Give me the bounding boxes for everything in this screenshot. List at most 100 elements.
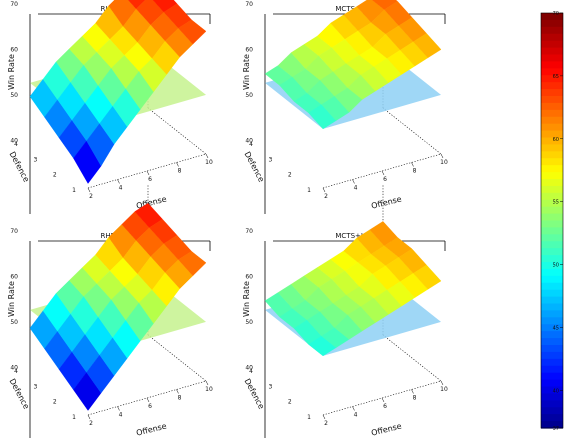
- colorbar-segment: [541, 130, 563, 139]
- colorbar-segment: [541, 185, 563, 194]
- z-axis-label: Win Rate: [242, 281, 251, 317]
- y-tick-label: 1: [72, 414, 76, 421]
- x-tick-label: 2: [89, 193, 93, 200]
- colorbar-segment: [541, 61, 563, 69]
- colorbar-segment: [541, 158, 563, 166]
- x-axis-label: Offense: [370, 421, 402, 437]
- z-tick-label: 60: [245, 46, 253, 53]
- z-tick-label: 50: [245, 319, 253, 326]
- x-tick-label: 10: [205, 386, 213, 393]
- y-tick-label: 2: [53, 399, 57, 406]
- z-tick-label: 40: [10, 137, 18, 144]
- colorbar-segment: [541, 310, 563, 318]
- colorbar-segment: [541, 192, 563, 201]
- x-tick-mark: [87, 414, 91, 420]
- y-tick-label: 3: [34, 383, 38, 390]
- x-tick-mark: [322, 414, 326, 420]
- z-tick-label: 40: [245, 137, 253, 144]
- y-axis-label: Defence: [242, 150, 266, 184]
- colorbar-segment: [541, 40, 563, 49]
- colorbar-tick-label: 37: [553, 426, 559, 432]
- z-tick-label: 70: [10, 1, 18, 8]
- z-tick-label: 60: [245, 273, 253, 280]
- y-tick-label: 4: [14, 141, 18, 148]
- colorbar-segment: [541, 358, 563, 367]
- x-tick-label: 6: [148, 403, 152, 410]
- x-tick-mark: [176, 389, 179, 394]
- y-axis-label: Defence: [7, 377, 31, 411]
- panel-mcts-h0: MCTS+H0 2 4 6 8 10 Offense 1 2 3 4 Defence 40 50 60 70 W…: [242, 185, 448, 438]
- colorbar-segment: [541, 275, 563, 284]
- y-tick-label: 3: [269, 156, 273, 163]
- y-tick-label: 4: [249, 368, 253, 375]
- z-axis-label: Win Rate: [242, 54, 251, 90]
- colorbar-segment: [541, 102, 563, 111]
- colorbar-segment: [541, 137, 563, 146]
- colorbar-segment: [541, 151, 563, 159]
- colorbar-segment: [541, 89, 563, 97]
- colorbar-segment: [541, 331, 563, 339]
- colorbar-segment: [541, 47, 563, 56]
- colorbar-segment: [541, 96, 563, 104]
- x-tick-label: 4: [354, 412, 358, 419]
- y-tick-label: 3: [269, 383, 273, 390]
- z-tick-label: 40: [10, 364, 18, 371]
- x-tick-label: 2: [324, 193, 328, 200]
- z-tick-label: 70: [10, 228, 18, 235]
- colorbar-segment: [541, 213, 563, 222]
- z-tick-label: 50: [10, 92, 18, 99]
- colorbar-segment: [541, 33, 563, 42]
- colorbar-segment: [541, 351, 563, 360]
- y-tick-label: 2: [53, 172, 57, 179]
- z-tick-label: 50: [10, 319, 18, 326]
- colorbar-segment: [541, 296, 563, 305]
- x-tick-label: 4: [119, 412, 123, 419]
- z-tick-label: 70: [245, 228, 253, 235]
- colorbar-segment: [541, 206, 563, 215]
- colorbar-segment: [541, 220, 563, 229]
- x-tick-label: 10: [440, 159, 448, 166]
- colorbar-segment: [541, 400, 563, 408]
- x-tick-mark: [352, 179, 355, 184]
- x-tick-mark: [411, 162, 414, 167]
- colorbar-segment: [541, 338, 563, 346]
- colorbar-tick-label: 40: [553, 388, 559, 394]
- colorbar-segment: [541, 227, 563, 235]
- y-tick-label: 1: [307, 414, 311, 421]
- colorbar-segment: [541, 317, 563, 325]
- x-tick-label: 10: [440, 386, 448, 393]
- colorbar-segment: [541, 234, 563, 242]
- colorbar-segment: [541, 75, 563, 83]
- colorbar-segment: [541, 324, 563, 332]
- x-tick-mark: [352, 406, 355, 411]
- colorbar-segment: [541, 179, 563, 187]
- x-tick-mark: [411, 389, 414, 394]
- z-axis-label: Win Rate: [7, 54, 16, 90]
- colorbar-segment: [541, 248, 563, 256]
- x-tick-label: 6: [383, 176, 387, 183]
- x-tick-mark: [381, 170, 385, 176]
- colorbar-segment: [541, 26, 563, 35]
- colorbar-tick-label: 45: [553, 325, 559, 331]
- colorbar-segment: [541, 165, 563, 173]
- x-tick-mark: [322, 187, 326, 193]
- x-tick-mark: [87, 187, 91, 193]
- z-axis-label: Win Rate: [7, 281, 16, 317]
- surface-facet: [178, 19, 207, 45]
- y-tick-label: 1: [72, 187, 76, 194]
- colorbar-segment: [541, 379, 563, 388]
- panel-title: MCTS+H0: [335, 232, 370, 240]
- colorbar-segment: [541, 19, 563, 28]
- colorbar-tick-label: 55: [553, 200, 559, 206]
- colorbar-segment: [541, 414, 563, 422]
- colorbar-segment: [541, 289, 563, 298]
- x-tick-label: 6: [383, 403, 387, 410]
- surface-facet: [413, 264, 442, 290]
- colorbar-segment: [541, 82, 563, 90]
- x-axis-label: Offense: [135, 421, 167, 437]
- z-tick-label: 40: [245, 364, 253, 371]
- x-tick-mark: [117, 179, 120, 184]
- y-axis-label: Defence: [242, 377, 266, 411]
- colorbar-segment: [541, 116, 563, 125]
